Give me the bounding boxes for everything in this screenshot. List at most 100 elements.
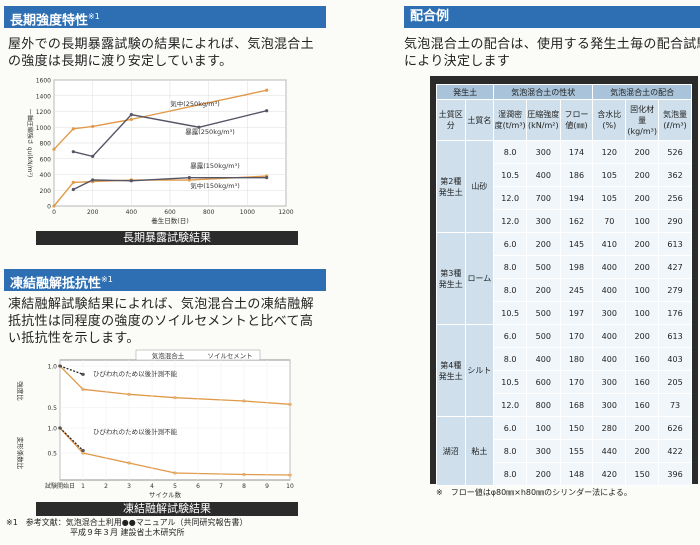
subheader-cell: 固化材量(kg/m³) bbox=[625, 99, 660, 141]
value-cell: 300 bbox=[526, 209, 561, 233]
value-cell: 186 bbox=[559, 163, 594, 187]
value-cell: 73 bbox=[658, 393, 692, 417]
annotation-text: ひびわれのため以後計測不能 bbox=[93, 369, 178, 378]
value-cell: 362 bbox=[658, 163, 692, 187]
x-tick-label: 4 bbox=[150, 483, 154, 490]
soil-category-cell: 第3種発生土 bbox=[436, 232, 466, 325]
value-cell: 300 bbox=[592, 370, 627, 394]
value-cell: 200 bbox=[625, 439, 660, 463]
series-label: 気中(250kg/m³) bbox=[170, 99, 220, 108]
soil-category-cell: 湖沼 bbox=[436, 416, 466, 486]
value-cell: 400 bbox=[592, 278, 627, 302]
section-title: 長期強度特性 bbox=[10, 13, 89, 29]
value-cell: 400 bbox=[526, 347, 561, 371]
value-cell: 626 bbox=[658, 416, 692, 440]
value-cell: 12.0 bbox=[493, 393, 528, 417]
data-point bbox=[265, 88, 269, 92]
footnote-line: 平成９年３月 建設省土木研究所 bbox=[70, 528, 185, 537]
subheader-cell: 気泡量(ℓ/m³) bbox=[658, 99, 692, 141]
value-cell: 198 bbox=[559, 255, 594, 279]
header-cell: 気泡混合土の性状 bbox=[493, 84, 594, 100]
value-cell: 280 bbox=[592, 416, 627, 440]
data-point bbox=[91, 154, 95, 158]
value-cell: 420 bbox=[592, 462, 627, 486]
x-tick-label: 10 bbox=[286, 483, 294, 490]
data-point bbox=[197, 125, 201, 129]
value-cell: 168 bbox=[559, 393, 594, 417]
x-tick-label: 7 bbox=[219, 483, 223, 490]
legend-label: 気泡混合土 bbox=[152, 351, 185, 360]
value-cell: 120 bbox=[592, 140, 627, 164]
section-title: 配合例 bbox=[410, 9, 450, 24]
y-tick-label: 1400 bbox=[36, 93, 51, 100]
value-cell: 500 bbox=[526, 255, 561, 279]
y-tick-label: 1.0 bbox=[47, 364, 57, 371]
x-tick-label: 600 bbox=[164, 209, 176, 216]
x-tick-label: 1200 bbox=[278, 209, 293, 216]
value-cell: 300 bbox=[526, 439, 561, 463]
data-point bbox=[52, 204, 56, 208]
x-tick-label: 400 bbox=[126, 209, 138, 216]
data-point bbox=[187, 176, 191, 180]
data-point bbox=[187, 178, 191, 182]
table-row: 第3種発生土 ローム 6.0 200 145 410 200 613 bbox=[436, 232, 692, 325]
data-point bbox=[71, 187, 75, 192]
value-cell: 279 bbox=[658, 278, 692, 302]
footnote: ※1 参考文献：気泡混合土利用●●マニュアル（共同研究報告書） 平成９年３月 建… bbox=[6, 518, 336, 538]
x-tick-label: 試験開始日 bbox=[45, 482, 75, 490]
soil-name-cell: シルト bbox=[464, 324, 495, 417]
y-tick-label: 600 bbox=[40, 156, 52, 163]
value-cell: 6.0 bbox=[493, 232, 528, 256]
annotation-text: ひびわれのため以後計測不能 bbox=[93, 427, 178, 436]
value-cell: 197 bbox=[559, 301, 594, 325]
value-cell: 290 bbox=[658, 209, 692, 233]
footnote-line: ※1 参考文献：気泡混合土利用●●マニュアル（共同研究報告書） bbox=[6, 518, 248, 527]
table-header-row: 発生土 気泡混合土の性状 気泡混合土の配合 bbox=[435, 84, 692, 100]
para-line: の強度は長期に渡り安定しています。 bbox=[8, 54, 233, 69]
value-cell: 180 bbox=[559, 347, 594, 371]
y-tick-label: 800 bbox=[40, 141, 52, 148]
y-axis-label: 一軸圧縮強さ qu(kN/m²) bbox=[26, 109, 34, 177]
soil-category-cell: 第4種発生土 bbox=[436, 324, 466, 417]
data-point bbox=[71, 180, 75, 184]
value-cell: 150 bbox=[559, 416, 594, 440]
table-row: 10.5 600 170 300 160 205 bbox=[437, 370, 692, 394]
table-row: 12.0 800 168 300 160 73 bbox=[437, 393, 692, 417]
value-cell: 422 bbox=[658, 439, 692, 463]
value-cell: 8.0 bbox=[493, 347, 528, 371]
header-cell: 気泡混合土の配合 bbox=[592, 84, 692, 100]
para-line: 屋外での長期暴露試験の結果によれば、気泡混合土 bbox=[8, 37, 314, 52]
data-point bbox=[265, 109, 269, 113]
value-cell: 105 bbox=[592, 186, 627, 210]
x-tick-label: 800 bbox=[203, 209, 215, 216]
x-tick-label: 3 bbox=[127, 483, 131, 490]
value-cell: 200 bbox=[625, 255, 660, 279]
value-cell: 150 bbox=[625, 462, 660, 486]
value-cell: 8.0 bbox=[493, 255, 528, 279]
value-cell: 100 bbox=[625, 209, 660, 233]
value-cell: 170 bbox=[559, 324, 594, 348]
value-cell: 500 bbox=[526, 301, 561, 325]
value-cell: 8.0 bbox=[493, 140, 528, 164]
para-line: 凍結融解試験結果によれば、気泡混合土の凍結融解 bbox=[8, 297, 314, 312]
value-cell: 526 bbox=[658, 140, 692, 164]
y-tick-label: 1600 bbox=[36, 78, 51, 85]
value-cell: 200 bbox=[625, 186, 660, 210]
data-point bbox=[129, 117, 133, 121]
value-cell: 256 bbox=[658, 186, 692, 210]
table-row: 第2種発生土 山砂 8.0 300 174 120 200 526 bbox=[436, 140, 692, 233]
value-cell: 300 bbox=[526, 140, 561, 164]
x-tick-label: 0 bbox=[52, 209, 56, 216]
soil-name-cell: ローム bbox=[464, 232, 495, 325]
table-row: 8.0 400 180 400 160 403 bbox=[437, 347, 692, 371]
x-tick-label: 200 bbox=[87, 209, 99, 216]
value-cell: 100 bbox=[625, 278, 660, 302]
table-subheader-row: 土質区分 土質名 湿潤密度(t/m³) 圧縮強度(kN/m²) フロー値(㎜) 含水比(%… bbox=[436, 99, 692, 141]
value-cell: 160 bbox=[625, 347, 660, 371]
value-cell: 600 bbox=[526, 370, 561, 394]
value-cell: 170 bbox=[559, 370, 594, 394]
x-tick-label: 1 bbox=[81, 483, 85, 490]
value-cell: 400 bbox=[592, 347, 627, 371]
data-point bbox=[91, 124, 95, 129]
section-header-long-term: 長期強度特性※1 bbox=[4, 6, 326, 28]
